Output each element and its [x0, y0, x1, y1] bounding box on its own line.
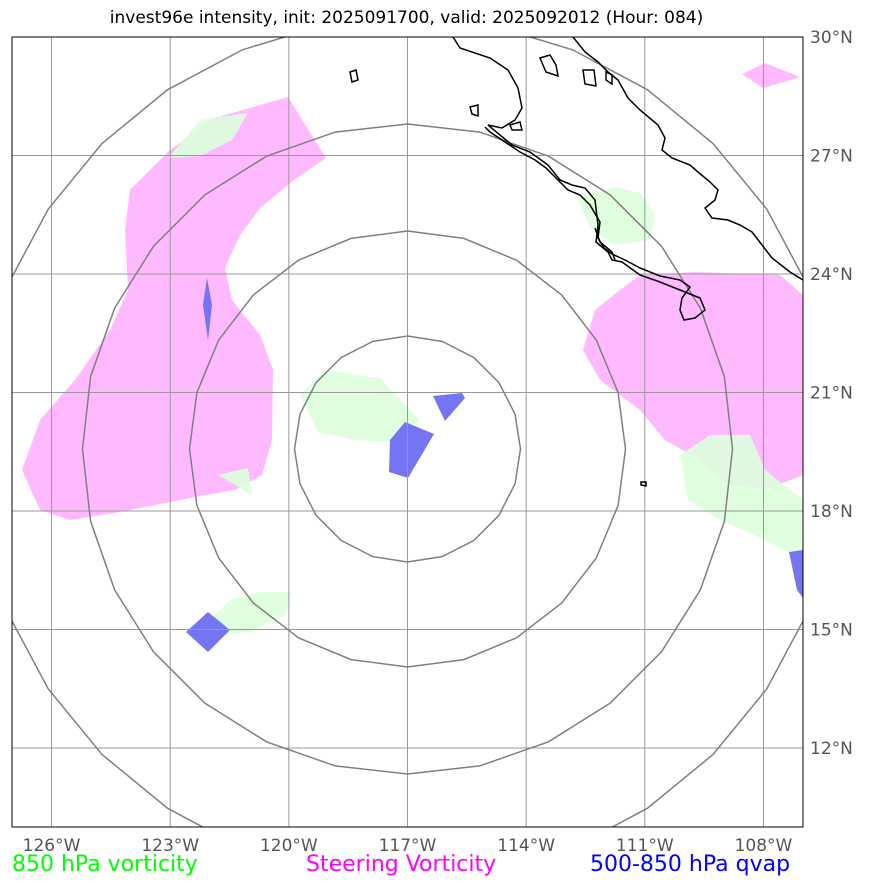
range-ring: [293, 335, 522, 563]
steering-vorticity-region-ne: [742, 63, 800, 88]
lon-tick-label: 108°W: [735, 836, 793, 856]
vort850-layer: [168, 113, 803, 635]
lon-tick-label: 120°W: [260, 836, 318, 856]
lat-tick-label: 27°N: [810, 147, 853, 167]
steering-vorticity-region-east: [583, 272, 803, 488]
coastline: [349, 37, 803, 487]
vort850-region-nw: [168, 113, 248, 158]
legend-steering-vorticity: Steering Vorticity: [306, 852, 497, 877]
lat-tick-label: 12°N: [810, 739, 853, 759]
lat-tick-label: 21°N: [810, 384, 853, 404]
map-title: invest96e intensity, init: 2025091700, v…: [109, 8, 704, 28]
qvap-region-center: [389, 422, 434, 478]
qvap-layer: [186, 278, 803, 652]
lon-tick-label: 117°W: [379, 836, 437, 856]
lon-tick-labels: 126°W 123°W 120°W 117°W 114°W 111°W 108°W: [23, 836, 793, 856]
lat-tick-label: 18°N: [810, 502, 853, 522]
range-ring: [81, 123, 734, 775]
lat-tick-labels: 30°N 27°N 24°N 21°N 18°N 15°N 12°N: [810, 28, 853, 759]
legend-850-vorticity: 850 hPa vorticity: [12, 852, 198, 877]
coastline-baja: [452, 37, 706, 321]
vort850-region-center: [300, 370, 420, 442]
lon-tick-label: 126°W: [23, 836, 81, 856]
lat-tick-label: 24°N: [810, 265, 853, 285]
graticule: [12, 37, 803, 827]
lat-tick-label: 30°N: [810, 28, 853, 48]
vort850-region-baja: [577, 187, 655, 245]
range-rings: [12, 37, 803, 827]
qvap-region-sw: [186, 612, 230, 652]
vort850-region-small: [218, 468, 252, 495]
lon-tick-label: 111°W: [616, 836, 674, 856]
steering-vorticity-region-west: [22, 97, 326, 520]
coastline-gulf-islands: [349, 54, 647, 487]
coastline-mainland: [572, 37, 803, 281]
coastline-inner-gulf: [508, 121, 616, 261]
range-ring: [188, 230, 627, 668]
lon-tick-label: 114°W: [497, 836, 555, 856]
vort850-region-south: [205, 592, 292, 635]
qvap-region-ne-center: [433, 393, 465, 421]
lon-tick-label: 123°W: [141, 836, 199, 856]
vort850-region-east: [680, 435, 803, 560]
qvap-region-east: [789, 550, 803, 598]
lat-tick-label: 15°N: [810, 621, 853, 641]
steering-vorticity-layer: [22, 63, 803, 520]
qvap-region-west: [203, 278, 212, 340]
legend-qvap: 500-850 hPa qvap: [590, 852, 791, 877]
plot-frame: [11, 36, 804, 828]
range-ring: [12, 37, 803, 827]
